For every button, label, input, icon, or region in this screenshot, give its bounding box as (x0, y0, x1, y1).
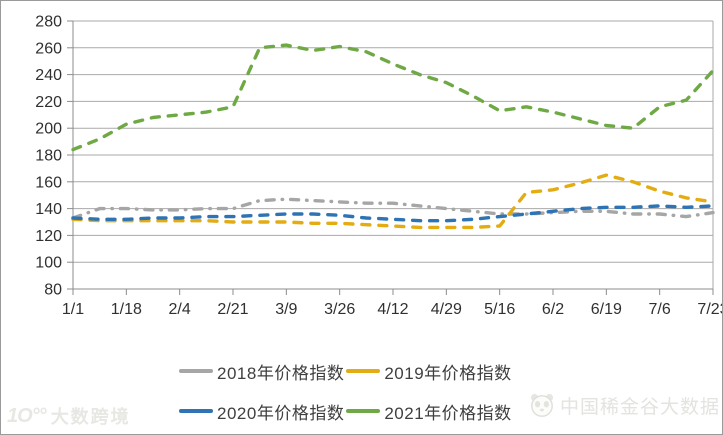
y-tick-label: 160 (35, 174, 62, 191)
y-tick-label: 200 (35, 121, 62, 138)
legend-swatch-2018 (179, 369, 213, 373)
x-tick-label: 3/26 (324, 301, 355, 318)
y-tick-label: 100 (35, 255, 62, 272)
legend-swatch-2019 (346, 369, 381, 373)
y-tick-label: 260 (35, 40, 62, 57)
y-tick-label: 80 (44, 282, 62, 299)
series-line-2018 (71, 197, 715, 220)
x-tick-label: 4/12 (377, 301, 408, 318)
x-tick-label: 6/19 (591, 301, 622, 318)
legend-item-2018: 2018年价格指数 (179, 359, 346, 384)
x-tick-label: 6/2 (542, 301, 564, 318)
legend-row-1: 2018年价格指数 2019年价格指数 (179, 359, 514, 383)
y-tick-label: 220 (35, 94, 62, 111)
x-tick-label: 1/18 (111, 301, 142, 318)
rare-metal-valley-watermark-text: 中国稀金谷大数据 (560, 396, 721, 418)
legend-swatch-2021 (346, 409, 381, 413)
series-line-2021 (71, 43, 715, 152)
x-tick-label: 3/9 (275, 301, 297, 318)
panda-logo-icon (530, 393, 554, 417)
x-tick-label: 7/6 (649, 301, 671, 318)
x-tick-label: 1/1 (62, 301, 84, 318)
series-line-2019 (71, 173, 715, 230)
dashukuajing-watermark-text: 大数跨境 (50, 407, 131, 427)
dashukuajing-logo-icon: 1O°° (7, 404, 47, 427)
rare-metal-valley-watermark: 中国稀金谷大数据 (528, 391, 720, 419)
legend-label-2021: 2021年价格指数 (384, 403, 512, 423)
x-tick-label: 4/29 (431, 301, 462, 318)
legend-swatch-2020 (179, 409, 213, 413)
legend-item-2019: 2019年价格指数 (346, 359, 513, 384)
legend-label-2019: 2019年价格指数 (384, 363, 512, 383)
y-tick-label: 120 (35, 228, 62, 245)
dashukuajing-watermark: 1O°° 大数跨境 (7, 403, 131, 429)
series-line-2020 (71, 204, 715, 223)
x-tick-label: 2/21 (217, 301, 248, 318)
legend-item-2021: 2021年价格指数 (346, 399, 513, 424)
legend-row-2: 2020年价格指数 2021年价格指数 (179, 399, 514, 423)
legend-label-2020: 2020年价格指数 (217, 403, 345, 423)
x-tick-label: 7/23 (697, 301, 723, 318)
legend-label-2018: 2018年价格指数 (217, 363, 345, 383)
y-tick-label: 180 (35, 148, 62, 165)
y-tick-label: 140 (35, 201, 62, 218)
x-tick-label: 5/16 (484, 301, 515, 318)
y-tick-label: 240 (35, 67, 62, 84)
x-tick-label: 2/4 (169, 301, 191, 318)
y-tick-label: 280 (35, 14, 62, 31)
legend-item-2020: 2020年价格指数 (179, 399, 346, 424)
